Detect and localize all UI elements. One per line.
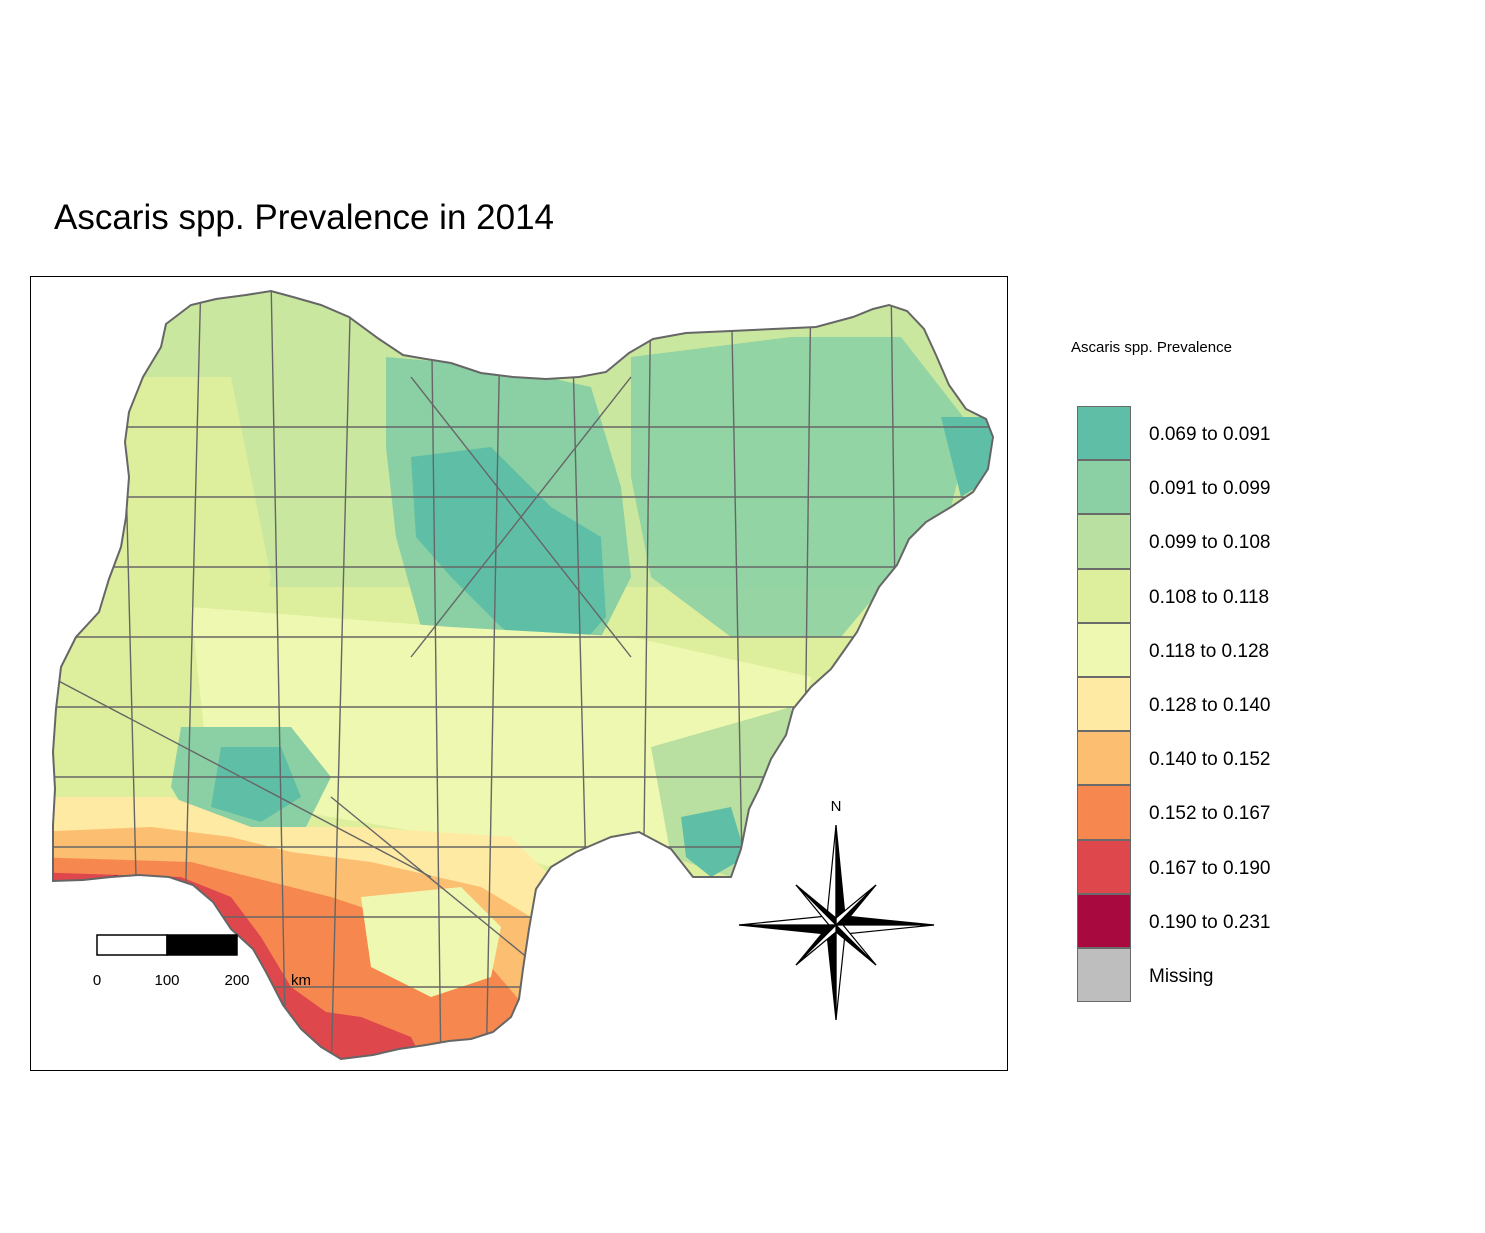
legend-label: 0.167 to 0.190 [1149, 857, 1271, 879]
zone-far-northeast [941, 417, 993, 497]
scale-tick-200: 200 [224, 972, 249, 989]
zone-delta-coast [291, 1007, 431, 1059]
legend-swatch [1077, 406, 1131, 461]
north-arrow-icon: N [738, 798, 935, 1021]
legend-label: 0.118 to 0.128 [1149, 640, 1270, 662]
legend-item: 0.190 to 0.231 [1077, 893, 1377, 948]
north-label: N [831, 798, 842, 815]
map-panel: 0 100 200 km N [30, 276, 1008, 1071]
legend-label: 0.069 to 0.091 [1149, 424, 1271, 445]
zone-east-core [681, 807, 746, 877]
legend-swatch [1077, 839, 1131, 894]
legend-swatch [1077, 514, 1131, 569]
zone-delta-interior [361, 887, 501, 997]
map-title: Ascaris spp. Prevalence in 2014 [54, 198, 554, 237]
legend-swatch [1077, 676, 1131, 732]
legend-item: 0.167 to 0.190 [1077, 839, 1377, 894]
scale-bar-black-segment [166, 934, 238, 956]
legend-item: 0.091 to 0.099 [1077, 460, 1377, 515]
legend-label: 0.099 to 0.108 [1149, 532, 1271, 554]
legend: 0.069 to 0.091 0.091 to 0.099 0.099 to 0.1… [1077, 406, 1377, 1003]
legend-swatch [1077, 731, 1131, 786]
legend-label: 0.108 to 0.118 [1149, 586, 1270, 608]
legend-swatch [1077, 893, 1131, 948]
zone-kano-core [411, 447, 606, 667]
legend-title: Ascaris spp. Prevalence [1071, 339, 1232, 356]
scale-tick-0: 0 [93, 972, 101, 989]
scale-tick-100: 100 [154, 972, 179, 989]
legend-item: Missing [1077, 947, 1377, 1003]
legend-item: 0.140 to 0.152 [1077, 731, 1377, 786]
legend-swatch [1077, 785, 1131, 840]
scale-bar: 0 100 200 km [93, 934, 311, 989]
legend-item: 0.069 to 0.091 [1077, 406, 1377, 461]
map-canvas: 0 100 200 km N [52, 290, 994, 1060]
zone-middle-belt [191, 607, 811, 867]
legend-label: Missing [1149, 965, 1214, 987]
legend-label: 0.152 to 0.167 [1149, 803, 1271, 825]
legend-label: 0.128 to 0.140 [1149, 694, 1271, 716]
zone-northeast [631, 337, 971, 637]
legend-label: 0.091 to 0.099 [1149, 478, 1271, 500]
legend-item: 0.118 to 0.128 [1077, 622, 1377, 677]
legend-swatch [1077, 622, 1131, 677]
legend-swatch [1077, 568, 1131, 623]
scale-unit: km [291, 972, 311, 989]
legend-item: 0.099 to 0.108 [1077, 514, 1377, 569]
legend-item: 0.152 to 0.167 [1077, 785, 1377, 840]
legend-item: 0.128 to 0.140 [1077, 676, 1377, 732]
legend-label: 0.190 to 0.231 [1149, 911, 1271, 933]
legend-label: 0.140 to 0.152 [1149, 749, 1271, 771]
legend-swatch [1077, 947, 1131, 1003]
legend-item: 0.108 to 0.118 [1077, 568, 1377, 623]
scale-bar-white-segment [96, 934, 168, 956]
legend-swatch [1077, 460, 1131, 515]
